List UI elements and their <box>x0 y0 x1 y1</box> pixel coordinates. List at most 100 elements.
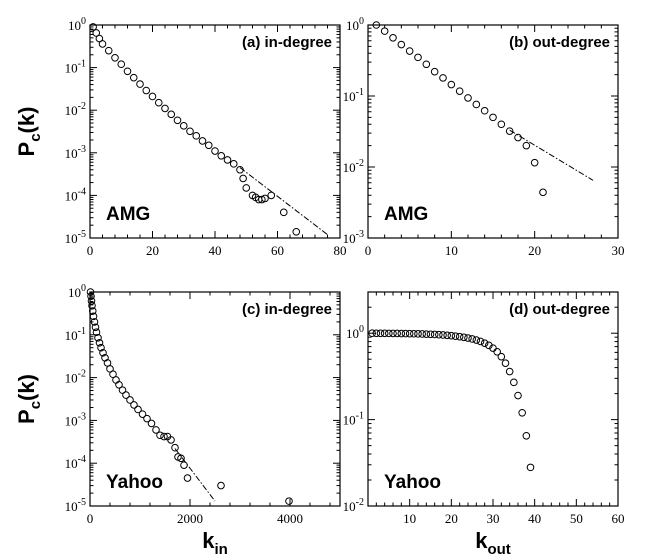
data-point <box>180 461 188 469</box>
dataset-label-d: Yahoo <box>384 472 441 493</box>
x-tick-label: 4000 <box>277 511 303 526</box>
x-tick-label: 80 <box>334 243 347 258</box>
panel-c: 0 2000 4000 10-5 10-4 10-3 10-2 10-1 100 (c) in-d… <box>14 283 341 558</box>
data-point <box>142 86 151 95</box>
plot-frame-a <box>89 24 341 239</box>
x-tick-label: 40 <box>528 511 541 526</box>
series-b <box>372 21 547 197</box>
data-point <box>98 40 107 48</box>
panel-label-b: (b) out-degree <box>509 34 610 51</box>
data-point <box>480 339 489 347</box>
data-point <box>389 329 397 338</box>
data-point <box>439 74 447 82</box>
y-tick-label: 100 <box>346 16 364 33</box>
data-point <box>430 330 439 339</box>
data-point <box>522 431 531 440</box>
data-point <box>217 152 226 160</box>
data-point <box>497 120 506 129</box>
data-point <box>435 330 443 339</box>
data-point <box>115 380 123 389</box>
data-point <box>389 34 397 42</box>
data-point <box>380 329 389 338</box>
y-tick-label: 10-3 <box>65 411 86 428</box>
y-tick-label: 10-1 <box>343 87 364 104</box>
y-tick-label: 10-3 <box>65 144 86 161</box>
data-point <box>156 431 164 440</box>
y-tick-label: 100 <box>346 324 364 341</box>
data-point <box>497 352 506 361</box>
dataset-label-c: Yahoo <box>106 472 163 493</box>
plot-frame-d <box>367 291 619 507</box>
x-tick-label: 30 <box>612 243 625 258</box>
data-point <box>118 386 127 394</box>
data-point <box>480 106 489 115</box>
data-point <box>401 329 410 338</box>
data-point <box>129 73 138 82</box>
data-point <box>414 53 422 62</box>
data-point <box>451 332 460 340</box>
data-point <box>376 329 385 338</box>
data-point <box>160 432 168 441</box>
data-point <box>285 497 293 505</box>
y-tick-label: 10-2 <box>65 369 86 386</box>
data-point <box>372 21 381 29</box>
panel-d: 10 20 30 40 50 60 10-2 10-1 100 (d) out-degree Yah… <box>343 291 625 558</box>
data-point <box>147 419 156 428</box>
x-tick-label: 10 <box>445 243 458 258</box>
y-axis-title-a: Pc(k) <box>14 107 44 157</box>
data-point <box>267 191 276 200</box>
x-tick-label: 40 <box>209 243 222 258</box>
data-point <box>393 329 401 338</box>
y-tick-label: 10-1 <box>343 411 364 428</box>
data-point <box>426 330 435 339</box>
data-point <box>258 195 266 204</box>
x-tick-label: 0 <box>87 243 94 258</box>
data-point <box>422 330 431 338</box>
data-point <box>86 288 95 296</box>
plot-frame-b <box>367 24 619 239</box>
data-point <box>522 141 531 150</box>
data-point <box>455 332 464 341</box>
dataset-label-a: AMG <box>106 204 150 225</box>
data-point <box>223 156 232 164</box>
panel-label-c: (c) in-degree <box>242 301 332 318</box>
data-point <box>526 463 535 472</box>
data-point <box>518 408 526 417</box>
data-point <box>130 401 138 409</box>
data-point <box>397 40 406 49</box>
data-point <box>122 391 130 399</box>
data-point <box>123 67 132 76</box>
x-tick-label: 50 <box>570 511 583 526</box>
data-point <box>109 370 117 379</box>
data-point <box>242 184 251 192</box>
data-point <box>94 334 102 342</box>
data-point <box>530 158 539 167</box>
data-point <box>239 174 247 183</box>
data-point <box>99 348 107 357</box>
dataset-label-b: AMG <box>384 204 428 225</box>
data-point <box>89 312 98 321</box>
data-point <box>385 329 393 338</box>
x-tick-label: 60 <box>612 511 625 526</box>
data-point <box>138 410 147 418</box>
data-point <box>468 335 476 343</box>
y-tick-label: 10-1 <box>65 59 86 76</box>
data-point <box>161 104 169 113</box>
data-point <box>204 141 213 150</box>
data-point <box>92 29 101 37</box>
data-point <box>372 329 381 338</box>
data-point <box>514 391 522 400</box>
data-point <box>455 87 464 95</box>
data-point <box>472 100 481 109</box>
series-d <box>368 329 535 472</box>
data-point <box>152 426 160 434</box>
panel-label-d: (d) out-degree <box>509 301 610 318</box>
data-point <box>236 165 244 174</box>
data-point <box>104 46 113 55</box>
data-point <box>183 474 192 482</box>
data-point <box>117 60 126 69</box>
data-point <box>134 405 142 414</box>
series-a <box>89 23 301 236</box>
y-axis-title-c: Pc(k) <box>14 374 44 424</box>
y-tick-label: 10-2 <box>343 158 364 175</box>
